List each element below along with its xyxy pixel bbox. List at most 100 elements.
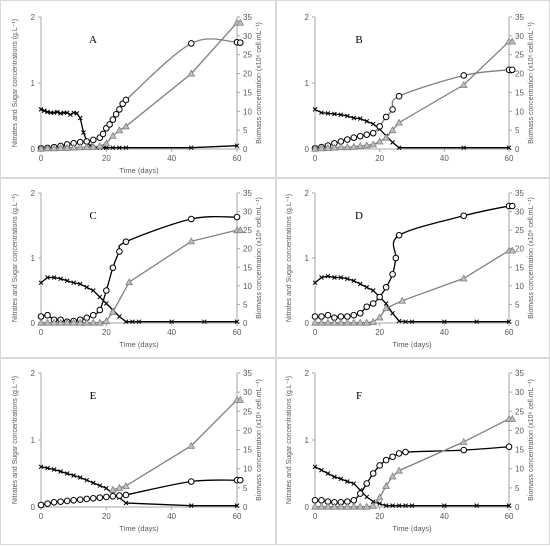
data-point-circle — [402, 448, 409, 456]
data-point-x — [383, 503, 389, 509]
data-point-x — [319, 110, 324, 116]
data-point-circle — [103, 493, 110, 501]
series-line-triangle — [315, 249, 513, 324]
data-point-x — [90, 480, 96, 486]
data-point-x — [38, 107, 44, 112]
data-point-circle — [236, 39, 244, 46]
data-point-x — [506, 145, 512, 151]
data-point-triangle — [459, 80, 468, 88]
data-point-x — [325, 471, 331, 476]
data-point-triangle — [102, 317, 111, 325]
y-left-tick-label: 0 — [305, 319, 310, 328]
data-point-triangle — [362, 502, 371, 510]
x-tick-label: 0 — [39, 154, 44, 163]
data-point-triangle — [375, 493, 384, 501]
series-line-x — [314, 275, 509, 323]
data-point-x — [332, 474, 337, 480]
data-point-triangle — [82, 318, 91, 326]
data-point-circle — [187, 478, 195, 485]
data-point-circle — [382, 456, 390, 464]
data-point-circle — [236, 476, 244, 484]
data-point-circle — [37, 313, 45, 320]
data-point-triangle — [63, 318, 72, 326]
y-right-tick-label: 20 — [243, 70, 252, 79]
data-point-x — [332, 275, 337, 280]
data-point-triangle — [388, 472, 397, 480]
series-line-triangle — [314, 40, 513, 150]
y-left-tick-label: 2 — [305, 369, 310, 378]
y-right-tick-label: 5 — [243, 126, 248, 135]
panel-label: F — [356, 390, 362, 402]
data-point-x — [370, 499, 376, 504]
data-point-circle — [363, 480, 371, 487]
data-point-x — [461, 145, 467, 151]
data-point-circle — [508, 202, 516, 210]
series-line-x — [314, 108, 509, 149]
y-right-tick-label: 30 — [243, 32, 252, 41]
data-point-triangle — [76, 143, 85, 151]
data-point-x — [441, 503, 447, 509]
series-line-circle — [314, 68, 515, 149]
data-point-circle — [382, 113, 390, 121]
data-point-triangle — [349, 318, 358, 326]
data-point-triangle — [76, 318, 85, 326]
data-point-circle — [376, 293, 383, 301]
data-point-triangle — [56, 143, 65, 151]
y-right-tick-label: 20 — [515, 426, 524, 435]
data-point-x — [325, 111, 331, 116]
data-point-x — [71, 473, 77, 478]
data-point-circle — [112, 111, 120, 118]
data-point-circle — [392, 254, 400, 262]
panel-d: 0 20 40 60 0 1 2 0 5 10 15 20 25 30 35 Time (days) Nitra… — [276, 178, 550, 358]
x-tick-label: 0 — [39, 328, 44, 337]
data-point-x — [123, 319, 129, 325]
data-point-circle — [337, 313, 345, 320]
data-point-triangle — [187, 69, 196, 77]
data-point-circle — [44, 500, 51, 507]
data-point-triangle — [324, 143, 332, 151]
data-point-x — [64, 110, 70, 116]
series-line-x — [314, 466, 509, 507]
data-point-circle — [109, 492, 117, 500]
data-point-circle — [460, 212, 468, 220]
data-point-triangle — [324, 502, 332, 510]
y-right-tick-label: 10 — [243, 107, 252, 116]
data-point-triangle — [388, 126, 397, 134]
data-point-x — [364, 284, 370, 290]
data-point-triangle — [89, 318, 98, 326]
data-point-triangle — [108, 307, 117, 315]
data-point-triangle — [375, 313, 384, 321]
series-line-circle — [40, 215, 238, 323]
data-point-triangle — [43, 144, 52, 152]
data-point-triangle — [122, 481, 130, 489]
data-point-circle — [63, 497, 71, 505]
data-point-x — [390, 503, 395, 509]
x-tick-label: 20 — [102, 328, 111, 337]
data-point-x — [54, 109, 60, 115]
y-left-tick-label: 1 — [305, 79, 310, 88]
data-point-circle — [50, 499, 58, 506]
data-point-circle — [369, 129, 377, 137]
series-line-circle — [40, 38, 243, 149]
data-point-triangle — [395, 118, 403, 126]
data-point-triangle — [122, 122, 130, 130]
data-point-x — [123, 145, 129, 151]
data-point-x — [188, 503, 194, 509]
data-point-circle — [389, 453, 396, 461]
y-right-tick-label: 25 — [243, 407, 252, 416]
panel-label: E — [90, 390, 97, 402]
data-point-x — [64, 471, 70, 476]
data-point-circle — [83, 495, 91, 503]
data-point-triangle — [108, 131, 117, 139]
data-point-x — [396, 503, 402, 509]
data-point-x — [117, 145, 122, 151]
y-right-axis-label: Biomass concentration (x10⁶ cell.mL⁻¹) — [528, 379, 535, 501]
data-point-x — [506, 503, 512, 509]
data-point-x — [351, 481, 357, 486]
data-point-triangle — [375, 137, 384, 145]
y-right-tick-label: 0 — [243, 503, 248, 512]
data-point-circle — [122, 491, 130, 499]
data-point-circle — [505, 443, 513, 450]
series-line-x — [40, 466, 237, 507]
